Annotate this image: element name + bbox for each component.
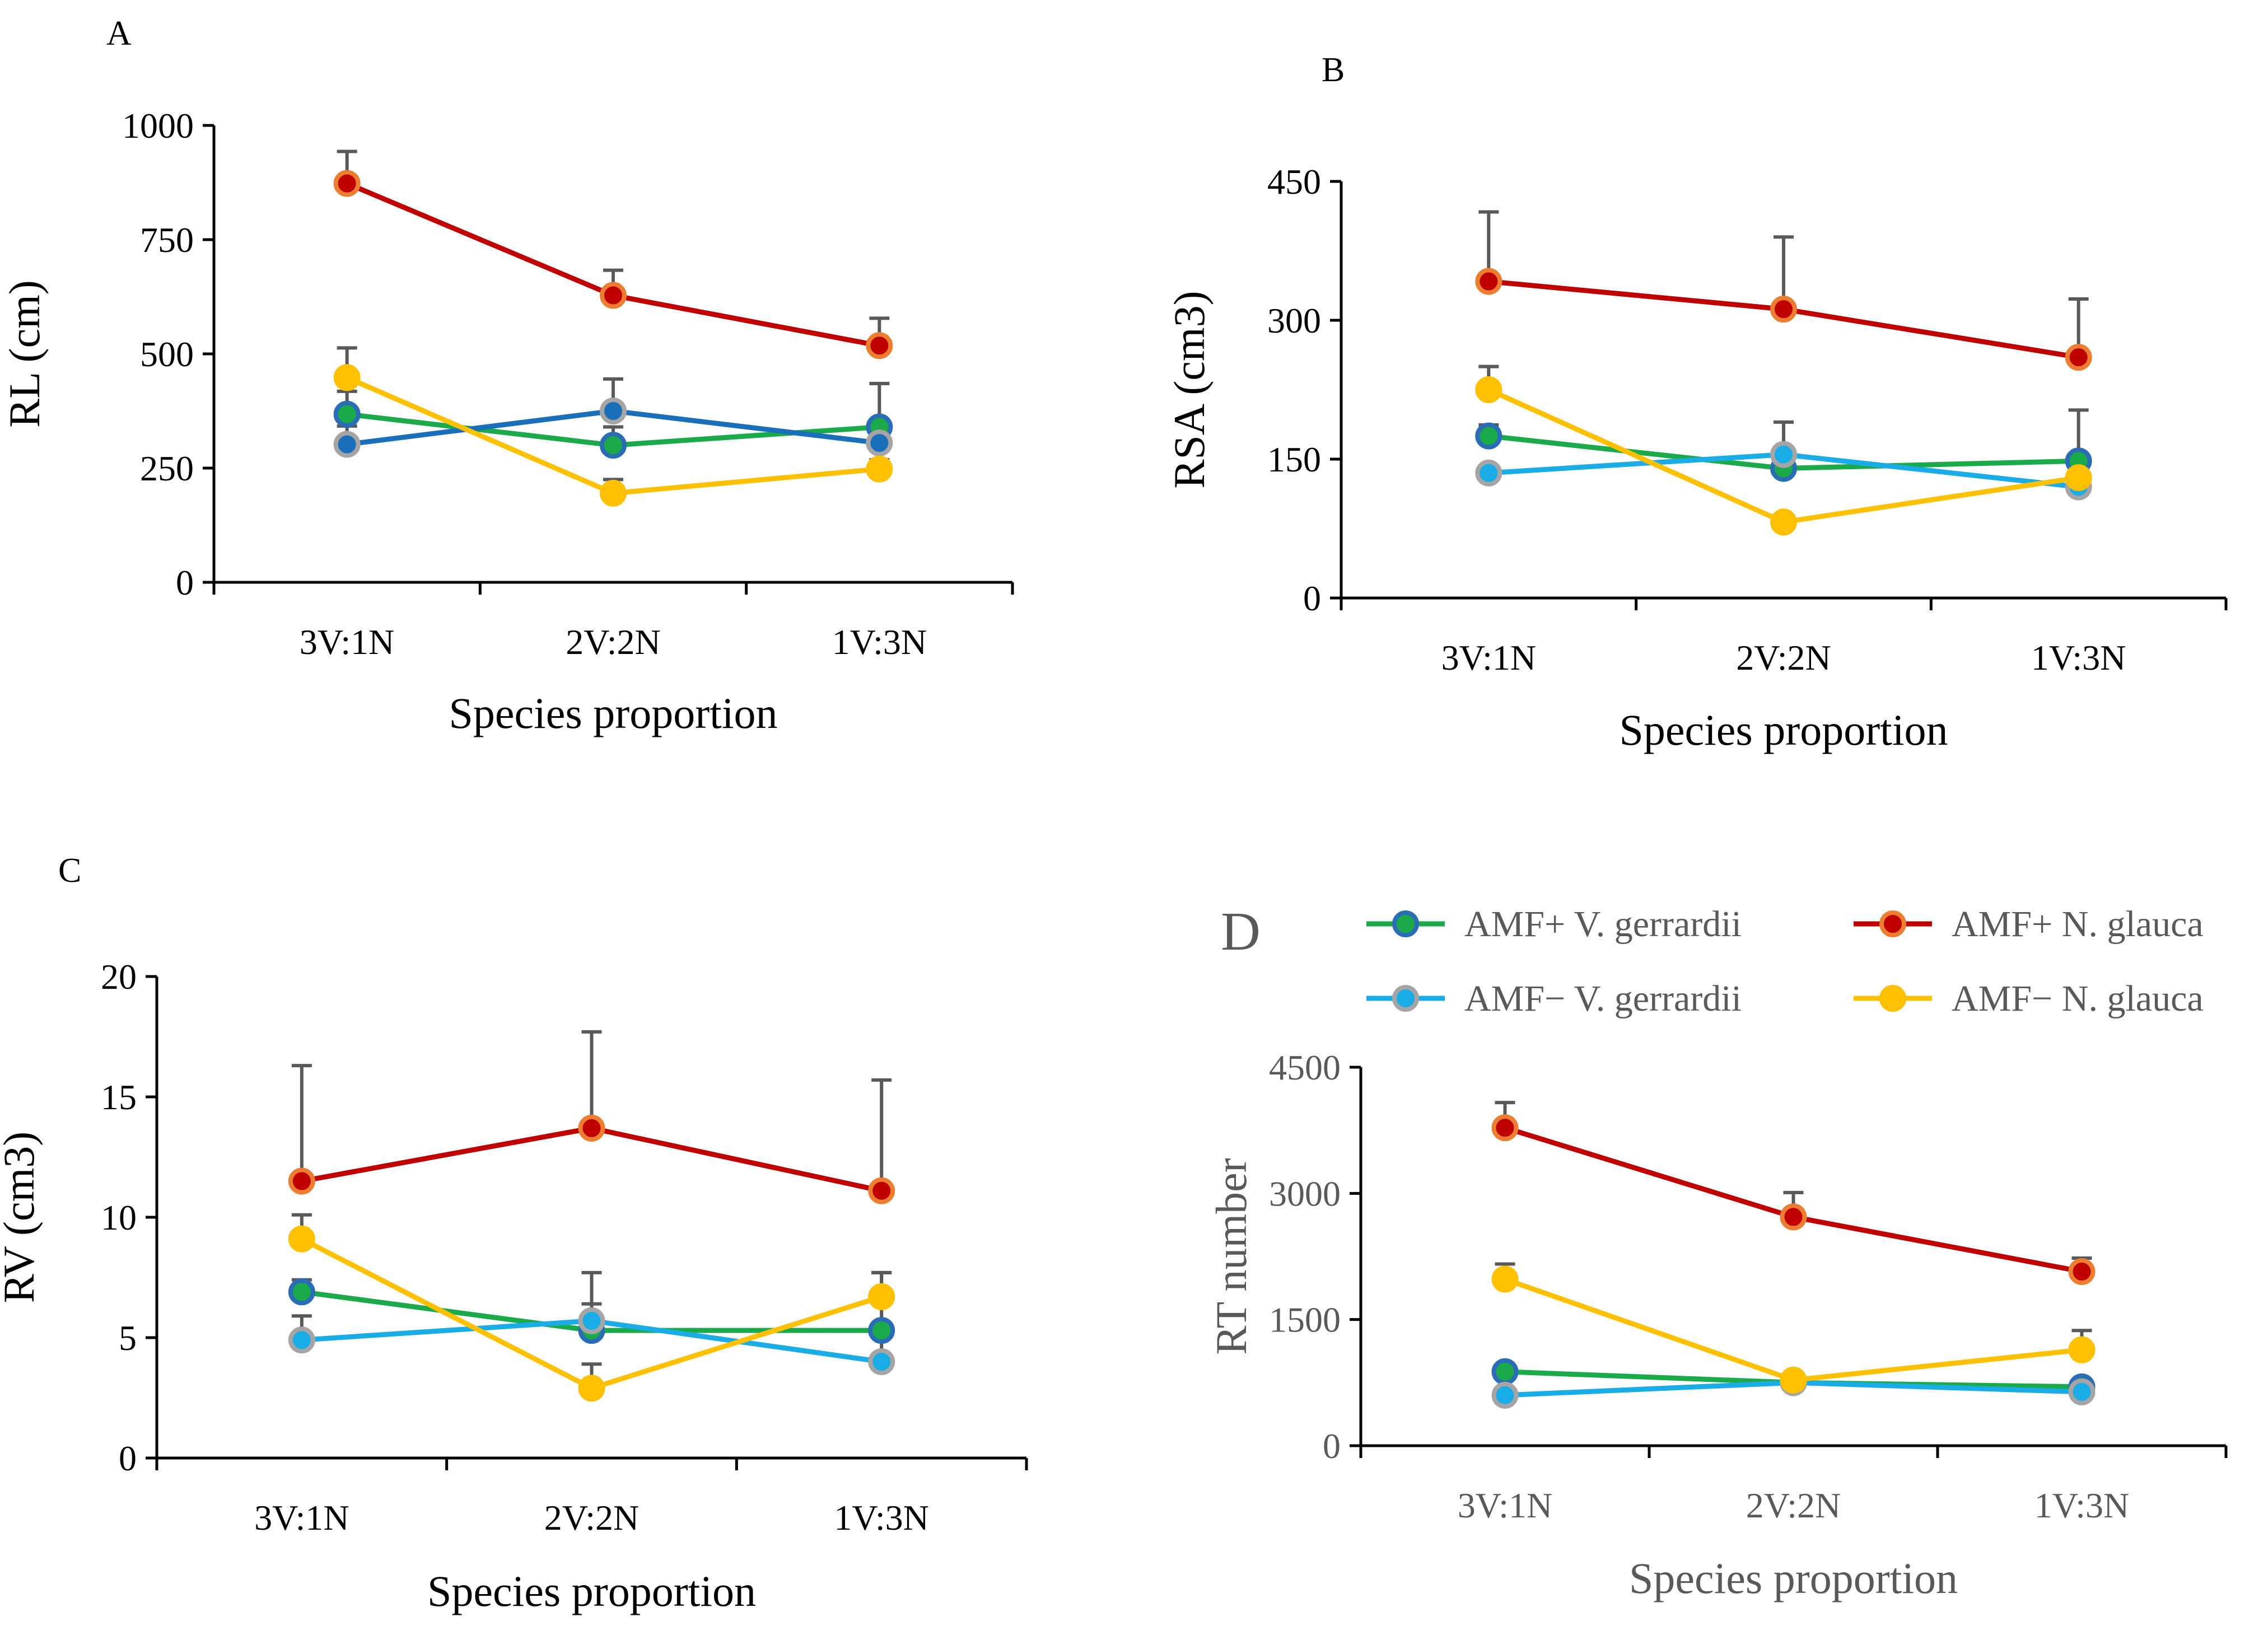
y-tick-label: 750	[140, 220, 194, 260]
x-tick-label: 1V:3N	[834, 1498, 928, 1538]
y-tick-label: 1000	[122, 106, 194, 146]
legend-marker	[1392, 985, 1419, 1012]
x-tick-label: 1V:3N	[2031, 638, 2126, 678]
panel-d: D 0 1500 3000 4500 3V:1N 2V:2N 1V:3N RT number Sp…	[1207, 901, 2228, 1602]
panel-label: D	[1221, 901, 1261, 962]
legend-label: AMF+ V. gerrardii	[1464, 904, 1742, 945]
x-tick-label: 3V:1N	[300, 622, 394, 662]
y-tick-label: 4500	[1269, 1048, 1341, 1087]
legend-marker	[1879, 985, 1906, 1012]
data-point	[1475, 459, 1502, 487]
data-point	[1770, 508, 1797, 536]
x-tick-label: 2V:2N	[566, 622, 660, 662]
data-point	[1780, 1366, 1807, 1394]
x-tick-label: 3V:1N	[254, 1498, 349, 1538]
y-tick-label: 300	[1267, 301, 1321, 340]
data-point	[578, 1307, 605, 1334]
legend-label: AMF+ N. glauca	[1952, 904, 2204, 945]
data-point	[600, 282, 627, 309]
y-axis-title: RSA (cm3)	[1165, 291, 1214, 488]
data-point	[868, 1317, 895, 1344]
panel-label: C	[58, 852, 81, 890]
y-tick-label: 0	[1303, 578, 1321, 618]
y-tick-label: 0	[1323, 1426, 1341, 1466]
data-point	[1475, 268, 1502, 295]
data-point	[868, 1177, 895, 1204]
series-line	[344, 181, 882, 348]
x-tick-label: 2V:2N	[1746, 1485, 1841, 1525]
data-point	[2068, 1258, 2096, 1286]
legend-label: AMF− V. gerrardii	[1464, 978, 1742, 1019]
data-point	[1491, 1114, 1519, 1142]
data-point	[288, 1326, 315, 1354]
data-point	[2068, 1378, 2096, 1405]
x-axis-title: Species proportion	[1629, 1554, 1958, 1602]
legend-label: AMF− N. glauca	[1952, 978, 2204, 1019]
x-tick-label: 3V:1N	[1441, 638, 1536, 678]
panel-a: A 0 250 500 750 1000 3V:1N 2V:2N 1V:3N RL (cm) Spe…	[0, 15, 1014, 737]
y-tick-label: 1500	[1269, 1300, 1341, 1340]
y-tick-label: 150	[1267, 440, 1321, 479]
data-point	[333, 170, 361, 197]
data-point	[578, 1114, 605, 1142]
data-point	[600, 398, 627, 424]
data-point	[1770, 296, 1797, 323]
y-tick-label: 20	[101, 957, 137, 997]
data-point	[288, 1278, 315, 1306]
legend-marker	[1392, 910, 1419, 937]
y-tick-label: 0	[176, 563, 194, 602]
x-tick-label: 2V:2N	[1736, 638, 1831, 678]
y-axis-title: RT number	[1207, 1158, 1256, 1354]
x-axis-title: Species proportion	[1619, 705, 1948, 754]
data-point	[1491, 1381, 1519, 1409]
data-point	[333, 431, 361, 458]
y-tick-label: 450	[1267, 162, 1321, 202]
data-point	[1475, 376, 1502, 403]
panel-b: B 0 150 300 450 3V:1N 2V:2N 1V:3N RSA (cm3) Speci…	[1165, 51, 2228, 754]
legend-marker	[1879, 910, 1906, 937]
data-point	[2068, 1336, 2096, 1363]
y-tick-label: 10	[101, 1198, 137, 1237]
x-tick-label: 1V:3N	[832, 622, 927, 662]
data-point	[578, 1375, 605, 1402]
data-point	[333, 400, 361, 428]
data-point	[600, 479, 627, 507]
x-tick-label: 3V:1N	[1458, 1485, 1552, 1525]
panel-label: A	[106, 15, 132, 53]
data-point	[868, 1283, 895, 1310]
data-point	[2065, 464, 2092, 492]
data-point	[1770, 441, 1797, 468]
data-point	[600, 432, 627, 459]
data-point	[866, 455, 893, 483]
data-point	[1780, 1203, 1807, 1231]
y-tick-label: 250	[140, 448, 194, 488]
y-axis-title: RL (cm)	[0, 280, 49, 428]
legend: AMF+ V. gerrardii AMF+ N. glauca AMF− V. g…	[1366, 904, 2204, 1019]
data-point	[866, 429, 893, 457]
y-tick-label: 500	[140, 334, 194, 374]
x-tick-label: 2V:2N	[544, 1498, 639, 1538]
data-point	[2065, 344, 2092, 371]
y-tick-label: 15	[101, 1077, 137, 1117]
data-point	[1491, 1265, 1519, 1293]
panel-c: C 0 5 10 15 20 3V:1N 2V:2N 1V:3N RV (cm3) Species …	[0, 852, 1028, 1615]
data-point	[288, 1225, 315, 1253]
data-point	[1491, 1358, 1519, 1385]
data-point	[1475, 422, 1502, 450]
data-point	[868, 1348, 895, 1375]
data-point	[288, 1167, 315, 1195]
data-point	[333, 364, 361, 391]
x-axis-title: Species proportion	[427, 1567, 756, 1615]
series-line	[1502, 1277, 2084, 1383]
y-tick-label: 0	[119, 1438, 137, 1478]
x-axis-title: Species proportion	[449, 689, 777, 737]
y-tick-label: 3000	[1269, 1174, 1341, 1213]
y-axis-title: RV (cm3)	[0, 1132, 43, 1303]
x-tick-label: 1V:3N	[2034, 1485, 2129, 1525]
data-point	[866, 332, 893, 359]
y-tick-label: 5	[119, 1318, 137, 1358]
panel-label: B	[1322, 51, 1345, 89]
